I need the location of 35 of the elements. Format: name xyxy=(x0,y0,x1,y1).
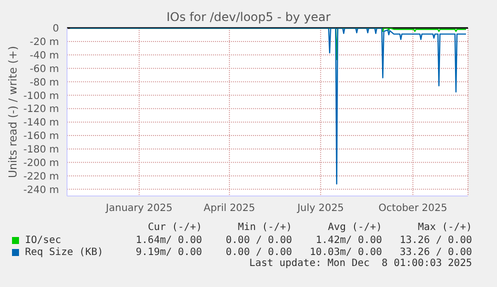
text: Last update: Mon Dec 8 01:00:03 2025 xyxy=(248,258,472,270)
x-tick-label: July 2025 xyxy=(296,203,344,214)
text: Min (-/+) xyxy=(236,222,292,234)
y-tick-label: -140 m xyxy=(23,118,59,129)
y-tick-label: -120 m xyxy=(23,104,59,116)
text: Max (-/+) xyxy=(416,222,472,234)
y-tick-label: -220 m xyxy=(23,171,59,182)
y-tick-label: -20 m xyxy=(30,36,59,48)
y-tick-label: -200 m xyxy=(23,158,59,169)
text: 13.26 / 0.00 xyxy=(398,234,472,246)
text: 0.00 / 0.00 xyxy=(224,246,292,258)
x-tick-label: April 2025 xyxy=(204,203,256,214)
x-tick-label: January 2025 xyxy=(104,203,172,214)
text: 9.19m/ 0.00 xyxy=(134,246,202,258)
text: Avg (-/+) xyxy=(326,222,382,234)
y-tick-label: -180 m xyxy=(23,144,59,156)
y-tick-label: -160 m xyxy=(23,131,59,142)
text: 10.03m/ 0.00 xyxy=(308,246,382,258)
text: 1.64m/ 0.00 xyxy=(134,234,202,246)
y-tick-label: -40 m xyxy=(30,50,59,62)
text: Cur (-/+) xyxy=(146,222,202,234)
text: 0.00 / 0.00 xyxy=(224,234,292,246)
y-tick-label: -100 m xyxy=(23,90,59,102)
y-tick-label: -60 m xyxy=(30,64,59,75)
legend-label: IO/sec xyxy=(25,234,62,246)
line-series xyxy=(69,28,467,185)
y-axis-title: Units read (-) / write (+) xyxy=(6,46,20,178)
legend-label: Req Size (KB) xyxy=(25,246,104,258)
text: 1.42m/ 0.00 xyxy=(314,234,382,246)
chart-title: IOs for /dev/loop5 - by year xyxy=(165,10,332,24)
y-tick-label: 0 xyxy=(52,24,59,35)
y-tick-label: -80 m xyxy=(30,77,59,88)
y-tick-label: -240 m xyxy=(23,184,59,196)
text: 33.26 / 0.00 xyxy=(398,246,472,258)
x-tick-label: October 2025 xyxy=(378,203,448,214)
